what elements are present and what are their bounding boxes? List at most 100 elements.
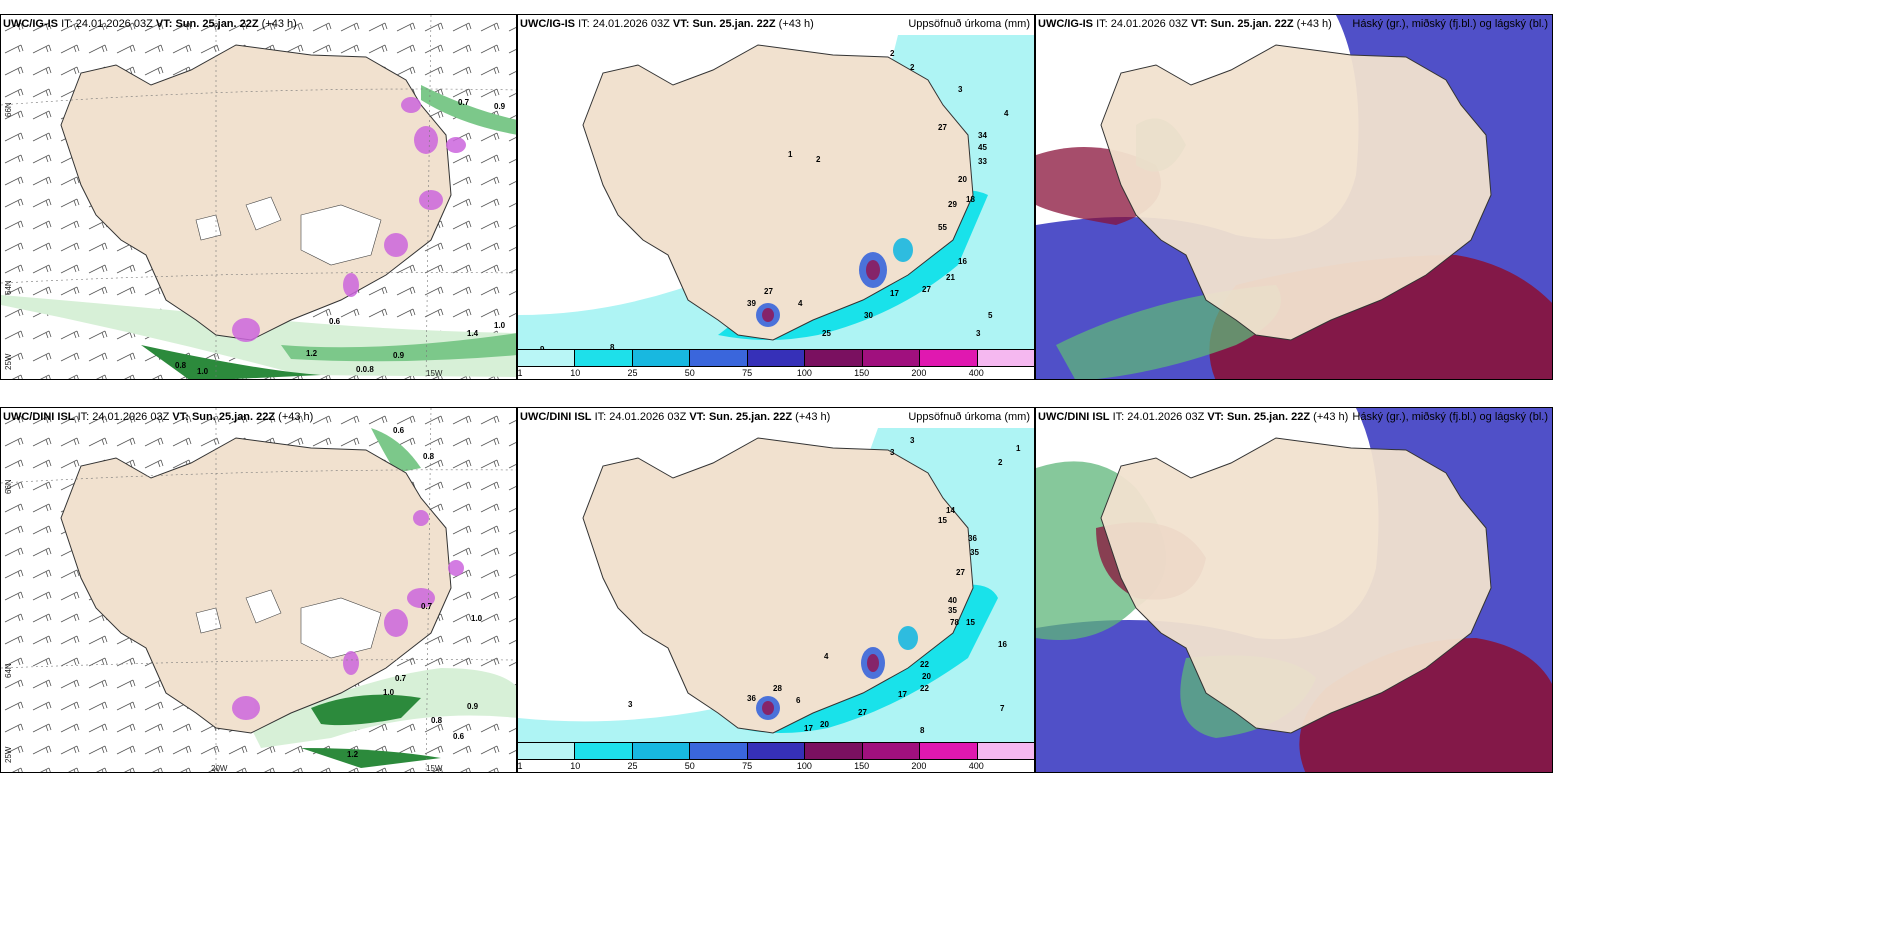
model-name: UWC/DINI ISL xyxy=(3,411,75,423)
precip-panel-dini: UWC/DINI ISL IT: 24.01.2026 03Z VT: Sun.… xyxy=(517,407,1035,773)
precip-title: Uppsöfnuð úrkoma (mm) xyxy=(908,18,1030,30)
lead-time: (+43 h) xyxy=(778,18,814,30)
iceland-outline xyxy=(1100,44,1492,341)
wind-streak xyxy=(421,85,516,135)
colorbar-swatch xyxy=(632,350,691,366)
precip-value: 1 xyxy=(788,150,793,159)
precip-map xyxy=(518,408,1034,772)
it-value: 24.01.2026 03Z xyxy=(92,411,170,423)
it-value: 24.01.2026 03Z xyxy=(75,18,153,30)
glacier xyxy=(245,589,282,624)
wind-value: 0.9 xyxy=(494,102,506,111)
wind-value: 1.0 xyxy=(383,688,395,697)
it-label: IT: xyxy=(77,411,90,423)
colorbar-label: 1 xyxy=(517,368,523,378)
precip-colorbar: 1 10 25 50 75 100 150 200 400 xyxy=(518,349,1034,379)
colorbar-label: 25 xyxy=(627,761,638,771)
wind-streak xyxy=(311,694,421,726)
precip-value: 16 xyxy=(998,640,1007,649)
glacier xyxy=(195,214,222,241)
precip-value: 30 xyxy=(864,311,873,320)
precip-value: 14 xyxy=(946,506,955,515)
lead-time: (+43 h) xyxy=(261,18,297,30)
precip-value: 27 xyxy=(858,708,867,717)
vt-label: VT: xyxy=(672,18,690,30)
colorbar-swatch xyxy=(575,350,633,366)
model-name: UWC/IG-IS xyxy=(1038,18,1093,30)
cloud-panel-ig-is: UWC/IG-IS IT: 24.01.2026 03Z VT: Sun. 25… xyxy=(1035,14,1553,380)
lon-label: 25W xyxy=(4,353,13,370)
precip-value: 2 xyxy=(998,458,1003,467)
precip-value: 5 xyxy=(988,311,993,320)
cloud-map xyxy=(1036,408,1552,772)
wind-value: 0.8 xyxy=(423,452,435,461)
it-label: IT: xyxy=(1096,18,1108,30)
lat-label: 64N xyxy=(4,663,13,678)
wind-map xyxy=(1,15,516,379)
colorbar-swatch xyxy=(690,350,748,366)
colorbar-label: 1 xyxy=(517,761,523,771)
precip-value: 21 xyxy=(946,273,955,282)
colorbar-label: 50 xyxy=(684,761,695,771)
iceland-outline xyxy=(1100,437,1492,734)
colorbar-label: 400 xyxy=(968,761,984,771)
precip-value: 15 xyxy=(938,516,947,525)
colorbar-label: 50 xyxy=(684,368,695,378)
precip-value: 7 xyxy=(1000,704,1005,713)
wind-value: 0.9 xyxy=(467,702,479,711)
colorbar-label: 10 xyxy=(570,761,581,771)
colorbar-label: 10 xyxy=(570,368,581,378)
wind-streak xyxy=(371,428,421,473)
vt-label: VT: xyxy=(1207,411,1224,423)
wind-value: 1.2 xyxy=(347,750,359,759)
precip-value: 4 xyxy=(824,652,829,661)
colorbar-swatch xyxy=(920,743,978,759)
precip-value: 27 xyxy=(764,287,773,296)
colorbar-label: 100 xyxy=(796,761,812,771)
vt-label: VT: xyxy=(172,411,189,423)
precip-value: 4 xyxy=(798,299,803,308)
colorbar-swatch xyxy=(690,743,748,759)
iceland-landmass xyxy=(1100,44,1492,341)
colorbar-label: 200 xyxy=(911,368,927,378)
wind-panel-dini: UWC/DINI ISL IT: 24.01.2026 03Z VT: Sun.… xyxy=(0,407,517,773)
precip-value: 36 xyxy=(747,694,756,703)
precip-value: 33 xyxy=(978,157,987,166)
colorbar-swatch xyxy=(977,743,1034,759)
iceland-landmass xyxy=(60,44,452,341)
it-label: IT: xyxy=(594,411,607,423)
precip-value: 8 xyxy=(920,726,925,735)
lon-label: 20W xyxy=(211,764,228,773)
wind-value: 0.7 xyxy=(458,98,470,107)
wind-map xyxy=(1,408,516,772)
lon-label: 15W xyxy=(426,764,443,773)
it-label: IT: xyxy=(1112,411,1125,423)
precip-value: 3 xyxy=(910,436,915,445)
wind-value: 0.9 xyxy=(393,351,405,360)
model-name: UWC/IG-IS xyxy=(520,18,575,30)
colorbar-swatch xyxy=(977,350,1034,366)
precip-value: 1 xyxy=(1016,444,1021,453)
it-value: 24.01.2026 03Z xyxy=(1110,18,1188,30)
precip-value: 35 xyxy=(970,548,979,557)
lead-time: (+43 h) xyxy=(1313,411,1349,423)
precip-value: 8 xyxy=(610,343,615,352)
panel-title: UWC/IG-IS IT: 24.01.2026 03Z VT: Sun. 25… xyxy=(1038,18,1332,30)
panel-title: UWC/DINI ISL IT: 24.01.2026 03Z VT: Sun.… xyxy=(3,411,313,423)
colorbar-swatch xyxy=(805,350,863,366)
wind-value: 1.4 xyxy=(467,329,479,338)
colorbar-swatch xyxy=(862,743,921,759)
wind-streak xyxy=(301,748,441,768)
precip-value: 78 xyxy=(950,618,959,627)
precip-map xyxy=(518,15,1034,379)
panel-title: UWC/IG-IS IT: 24.01.2026 03Z VT: Sun. 25… xyxy=(520,18,814,30)
precip-value: 35 xyxy=(948,606,957,615)
precip-value: 16 xyxy=(958,257,967,266)
colorbar-label: 75 xyxy=(742,368,753,378)
precip-value: 22 xyxy=(920,660,929,669)
colorbar-swatch xyxy=(575,743,633,759)
precip-value: 20 xyxy=(958,175,967,184)
vt-value: Sun. 25.jan. 22Z xyxy=(191,411,276,423)
precip-value: 27 xyxy=(922,285,931,294)
wind-value: 0.7 xyxy=(395,674,407,683)
